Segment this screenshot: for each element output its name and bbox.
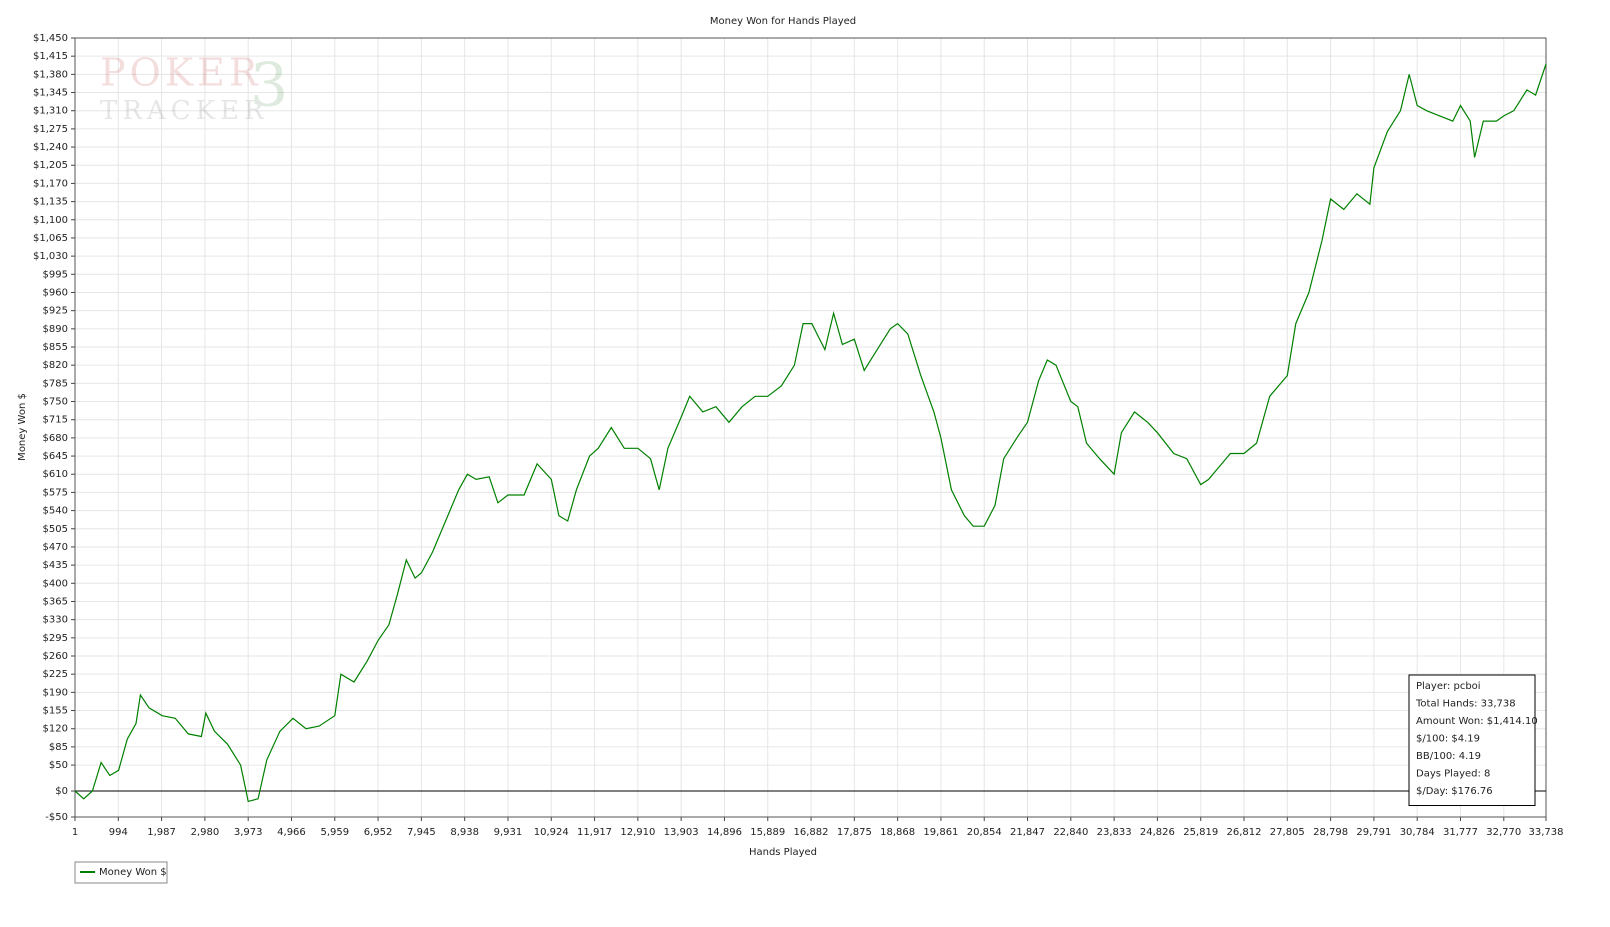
x-tick-label: 14,896: [707, 827, 742, 838]
y-tick-label: $1,240: [33, 142, 68, 153]
y-tick-label: $260: [43, 651, 68, 662]
x-tick-label: 24,826: [1140, 827, 1175, 838]
y-tick-label: $925: [43, 306, 68, 317]
x-tick-label: 29,791: [1356, 827, 1391, 838]
y-tick-label: $890: [43, 324, 68, 335]
x-tick-label: 13,903: [664, 827, 699, 838]
y-tick-label: $0: [55, 786, 68, 797]
x-tick-label: 2,980: [191, 827, 220, 838]
watermark: POKER 3 TRACKER: [100, 51, 288, 127]
info-text: $/100: $4.19: [1416, 734, 1480, 745]
x-tick-label: 10,924: [534, 827, 569, 838]
chart-title: Money Won for Hands Played: [710, 16, 856, 27]
x-tick-label: 5,959: [320, 827, 349, 838]
info-text: $/Day: $176.76: [1416, 786, 1493, 797]
x-tick-label: 23,833: [1097, 827, 1132, 838]
x-axis-label: Hands Played: [749, 847, 817, 858]
y-tick-label: $120: [43, 724, 68, 735]
y-tick-label: $610: [43, 469, 68, 480]
y-tick-label: $50: [49, 760, 68, 771]
y-tick-label: $995: [43, 269, 68, 280]
x-tick-label: 994: [109, 827, 128, 838]
y-tick-label: $85: [49, 742, 68, 753]
y-tick-label: $1,100: [33, 215, 68, 226]
info-text: Days Played: 8: [1416, 769, 1490, 780]
y-tick-label: $855: [43, 342, 68, 353]
x-tick-label: 6,952: [364, 827, 393, 838]
info-text: Amount Won: $1,414.10: [1416, 716, 1538, 727]
x-tick-label: 15,889: [750, 827, 785, 838]
y-tick-label: $190: [43, 687, 68, 698]
x-tick-label: 25,819: [1183, 827, 1218, 838]
x-tick-label: 21,847: [1010, 827, 1045, 838]
y-tick-label: $330: [43, 615, 68, 626]
y-tick-label: $750: [43, 397, 68, 408]
x-tick-label: 27,805: [1270, 827, 1305, 838]
y-tick-label: $1,345: [33, 88, 68, 99]
y-tick-label: $1,170: [33, 178, 68, 189]
y-tick-label: $470: [43, 542, 68, 553]
plot-frame: [74, 37, 1547, 818]
y-tick-label: $1,030: [33, 251, 68, 262]
watermark-text: POKER: [100, 51, 261, 95]
legend-label: Money Won $: [99, 867, 167, 878]
x-tick-label: 32,770: [1486, 827, 1521, 838]
x-tick-label: 19,861: [923, 827, 958, 838]
info-text: Total Hands: 33,738: [1415, 699, 1516, 710]
x-tick-label: 18,868: [880, 827, 915, 838]
y-tick-label: $365: [43, 596, 68, 607]
x-tick-label: 11,917: [577, 827, 612, 838]
y-tick-label: $960: [43, 287, 68, 298]
y-tick-label: $575: [43, 487, 68, 498]
y-tick-label: $505: [43, 524, 68, 535]
y-tick-label: $295: [43, 633, 68, 644]
y-tick-label: $225: [43, 669, 68, 680]
y-tick-label: $1,205: [33, 160, 68, 171]
x-tick-label: 1,987: [147, 827, 176, 838]
y-tick-label: $820: [43, 360, 68, 371]
y-tick-label: -$50: [45, 812, 68, 823]
y-tick-label: $1,065: [33, 233, 68, 244]
y-tick-label: $680: [43, 433, 68, 444]
x-tick-label: 9,931: [494, 827, 523, 838]
x-tick-label: 8,938: [450, 827, 479, 838]
x-tick-label: 1: [72, 827, 78, 838]
y-tick-label: $715: [43, 415, 68, 426]
y-axis-label: Money Won $: [17, 393, 28, 461]
info-text: Player: pcboi: [1416, 681, 1481, 692]
x-tick-label: 4,966: [277, 827, 306, 838]
x-tick-label: 3,973: [234, 827, 263, 838]
y-tick-label: $400: [43, 578, 68, 589]
y-tick-label: $155: [43, 706, 68, 717]
y-tick-label: $1,135: [33, 197, 68, 208]
legend-box: [74, 861, 168, 884]
x-tick-label: 12,910: [620, 827, 655, 838]
x-tick-label: 31,777: [1443, 827, 1478, 838]
x-tick-label: 26,812: [1227, 827, 1262, 838]
y-tick-label: $1,450: [33, 33, 68, 44]
x-tick-label: 7,945: [407, 827, 436, 838]
info-text: BB/100: 4.19: [1416, 751, 1481, 762]
x-tick-label: 16,882: [794, 827, 829, 838]
y-tick-label: $1,310: [33, 106, 68, 117]
x-tick-label: 28,798: [1313, 827, 1348, 838]
y-tick-label: $540: [43, 506, 68, 517]
data-line: [74, 63, 1547, 803]
y-tick-label: $435: [43, 560, 68, 571]
y-tick-label: $1,380: [33, 69, 68, 80]
x-tick-label: 22,840: [1053, 827, 1088, 838]
info-box: [1408, 674, 1536, 806]
watermark-number: 3: [250, 51, 288, 121]
y-tick-label: $645: [43, 451, 68, 462]
y-tick-label: $1,275: [33, 124, 68, 135]
y-tick-label: $785: [43, 378, 68, 389]
x-tick-label: 17,875: [837, 827, 872, 838]
x-tick-label: 30,784: [1400, 827, 1435, 838]
watermark-text: TRACKER: [100, 96, 269, 126]
x-tick-label: 33,738: [1529, 827, 1564, 838]
x-tick-label: 20,854: [967, 827, 1002, 838]
y-tick-label: $1,415: [33, 51, 68, 62]
